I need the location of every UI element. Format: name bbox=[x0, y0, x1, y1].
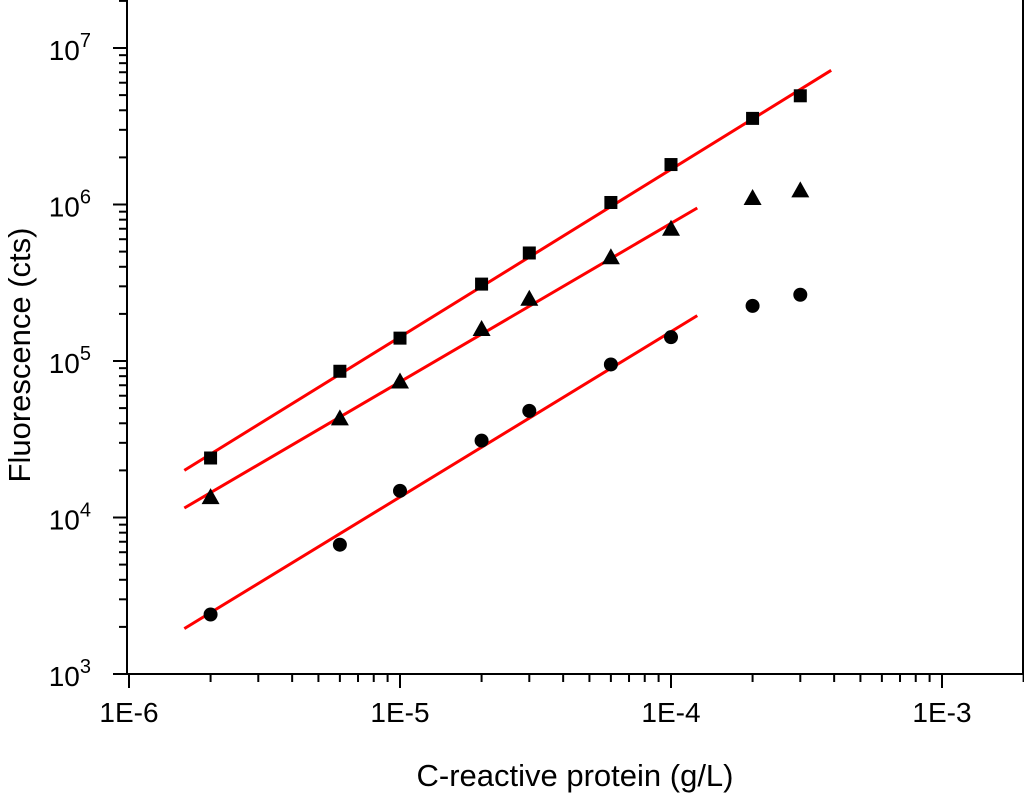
x-axis-title: C-reactive protein (g/L) bbox=[416, 758, 733, 793]
x-tick-label: 1E-6 bbox=[99, 697, 158, 728]
point-circle bbox=[522, 403, 537, 418]
point-circle bbox=[393, 483, 407, 498]
data-markers bbox=[201, 89, 810, 622]
plot-frame bbox=[126, 0, 1024, 675]
point-square bbox=[664, 158, 678, 172]
point-square bbox=[393, 331, 407, 345]
y-tick-label: 107 bbox=[49, 30, 91, 66]
point-circle bbox=[664, 330, 678, 345]
point-circle bbox=[332, 537, 347, 552]
point-circle bbox=[745, 298, 760, 313]
point-triangle bbox=[520, 289, 539, 306]
y-tick-labels: 103 104 105 106 107 bbox=[49, 30, 91, 692]
point-square bbox=[333, 364, 347, 378]
point-circle bbox=[474, 433, 489, 448]
point-triangle bbox=[391, 372, 409, 389]
fit-line-triangles bbox=[183, 206, 699, 510]
y-tick-label: 104 bbox=[49, 500, 91, 536]
point-triangle bbox=[201, 488, 220, 505]
y-axis-title: Fluorescence (cts) bbox=[2, 228, 37, 483]
point-square bbox=[746, 111, 760, 125]
point-triangle bbox=[662, 219, 680, 236]
point-circle bbox=[603, 357, 618, 372]
point-triangle bbox=[472, 320, 491, 337]
x-tick-label: 1E-3 bbox=[912, 697, 971, 728]
y-tick-label: 105 bbox=[49, 343, 91, 379]
point-square bbox=[204, 451, 218, 465]
x-tick-labels: 1E-6 1E-5 1E-4 1E-3 bbox=[99, 697, 971, 728]
x-axis-ticks bbox=[128, 674, 1024, 688]
point-triangle bbox=[791, 181, 810, 198]
point-circle bbox=[203, 607, 218, 622]
point-circle bbox=[793, 287, 808, 302]
y-tick-label: 103 bbox=[49, 656, 91, 692]
point-triangle bbox=[743, 189, 762, 206]
x-tick-label: 1E-5 bbox=[370, 697, 429, 728]
point-triangle bbox=[601, 248, 620, 265]
point-square bbox=[522, 246, 536, 260]
x-tick-label: 1E-4 bbox=[641, 697, 700, 728]
y-axis-ticks bbox=[113, 0, 127, 675]
point-square bbox=[604, 195, 618, 209]
y-tick-label: 106 bbox=[49, 187, 91, 223]
point-square bbox=[793, 89, 807, 103]
fit-line-circles bbox=[183, 314, 699, 630]
point-triangle bbox=[330, 409, 349, 426]
point-square bbox=[475, 277, 489, 291]
fit-line-squares bbox=[183, 69, 832, 472]
fit-lines bbox=[183, 69, 832, 630]
